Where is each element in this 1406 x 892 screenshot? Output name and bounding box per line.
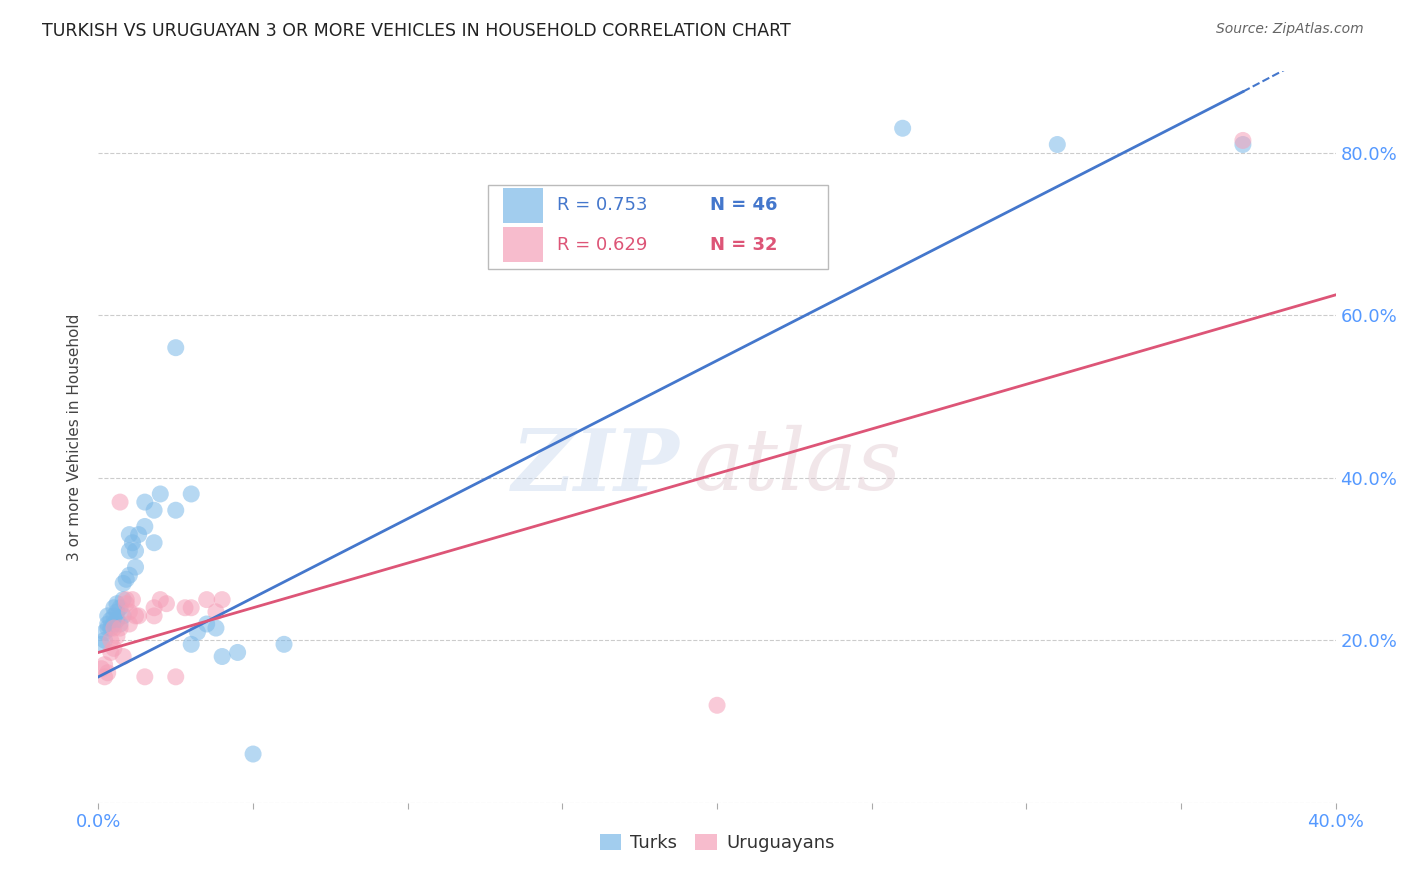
Point (93, 625, 115, 640)
Point (93, 670, 115, 684)
Text: TURKISH VS URUGUAYAN 3 OR MORE VEHICLES IN HOUSEHOLD CORRELATION CHART: TURKISH VS URUGUAYAN 3 OR MORE VEHICLES … (42, 22, 792, 40)
Point (105, 629, 128, 643)
Point (97, 608, 120, 623)
Point (103, 641, 125, 656)
Point (165, 503, 187, 517)
Point (115, 572, 138, 586)
Point (165, 341, 187, 355)
Point (143, 600, 166, 615)
Point (1046, 137, 1069, 152)
Point (118, 527, 141, 541)
Point (90, 662, 112, 676)
Point (103, 617, 125, 632)
Point (149, 592, 172, 607)
Point (118, 544, 141, 558)
Point (226, 645, 249, 659)
Point (143, 608, 166, 623)
Point (155, 597, 177, 611)
Point (180, 600, 202, 615)
Point (134, 519, 156, 533)
Point (124, 560, 146, 574)
Point (100, 645, 122, 659)
Point (93, 633, 115, 648)
Point (112, 576, 135, 591)
Bar (488, 185, 828, 268)
Point (100, 633, 122, 648)
Point (891, 121, 914, 136)
Point (97, 665, 120, 680)
Text: ZIP: ZIP (512, 425, 681, 508)
Point (90, 637, 112, 651)
Point (174, 600, 197, 615)
Point (97, 617, 120, 632)
Point (134, 670, 156, 684)
Point (205, 605, 228, 619)
Legend: Turks, Uruguayans: Turks, Uruguayans (592, 827, 842, 860)
Text: R = 0.753: R = 0.753 (557, 196, 648, 214)
Bar (503, 187, 543, 223)
Point (165, 670, 187, 684)
Text: atlas: atlas (692, 425, 901, 508)
Point (706, 698, 728, 713)
Point (242, 747, 264, 761)
Point (186, 625, 208, 640)
Text: Source: ZipAtlas.com: Source: ZipAtlas.com (1216, 22, 1364, 37)
Text: N = 46: N = 46 (710, 196, 778, 214)
Point (103, 608, 125, 623)
Point (121, 592, 143, 607)
Bar (503, 227, 543, 262)
Point (103, 621, 125, 635)
Point (195, 617, 218, 632)
Point (143, 535, 166, 549)
Point (100, 613, 122, 627)
Y-axis label: 3 or more Vehicles in Household: 3 or more Vehicles in Household (67, 313, 83, 561)
Point (103, 600, 125, 615)
Point (118, 617, 141, 632)
Point (112, 649, 135, 664)
Point (124, 544, 146, 558)
Point (105, 597, 128, 611)
Point (211, 649, 233, 664)
Point (118, 568, 141, 582)
Point (128, 527, 150, 541)
Point (205, 621, 228, 635)
Point (108, 600, 131, 615)
Point (97, 621, 120, 635)
Point (112, 592, 135, 607)
Point (118, 605, 141, 619)
Point (93, 657, 115, 672)
Point (1232, 133, 1254, 147)
Point (195, 592, 218, 607)
Text: N = 32: N = 32 (710, 235, 778, 253)
Point (100, 621, 122, 635)
Point (108, 621, 131, 635)
Point (1232, 137, 1254, 152)
Point (108, 617, 131, 632)
Point (105, 605, 128, 619)
Point (112, 608, 135, 623)
Point (211, 592, 233, 607)
Point (115, 597, 138, 611)
Point (149, 487, 172, 501)
Point (124, 608, 146, 623)
Point (180, 637, 202, 651)
Point (273, 637, 295, 651)
Text: R = 0.629: R = 0.629 (557, 235, 648, 253)
Point (108, 495, 131, 509)
Point (143, 503, 166, 517)
Point (128, 608, 150, 623)
Point (115, 592, 138, 607)
Point (121, 535, 143, 549)
Point (105, 613, 128, 627)
Point (180, 487, 202, 501)
Point (134, 495, 156, 509)
